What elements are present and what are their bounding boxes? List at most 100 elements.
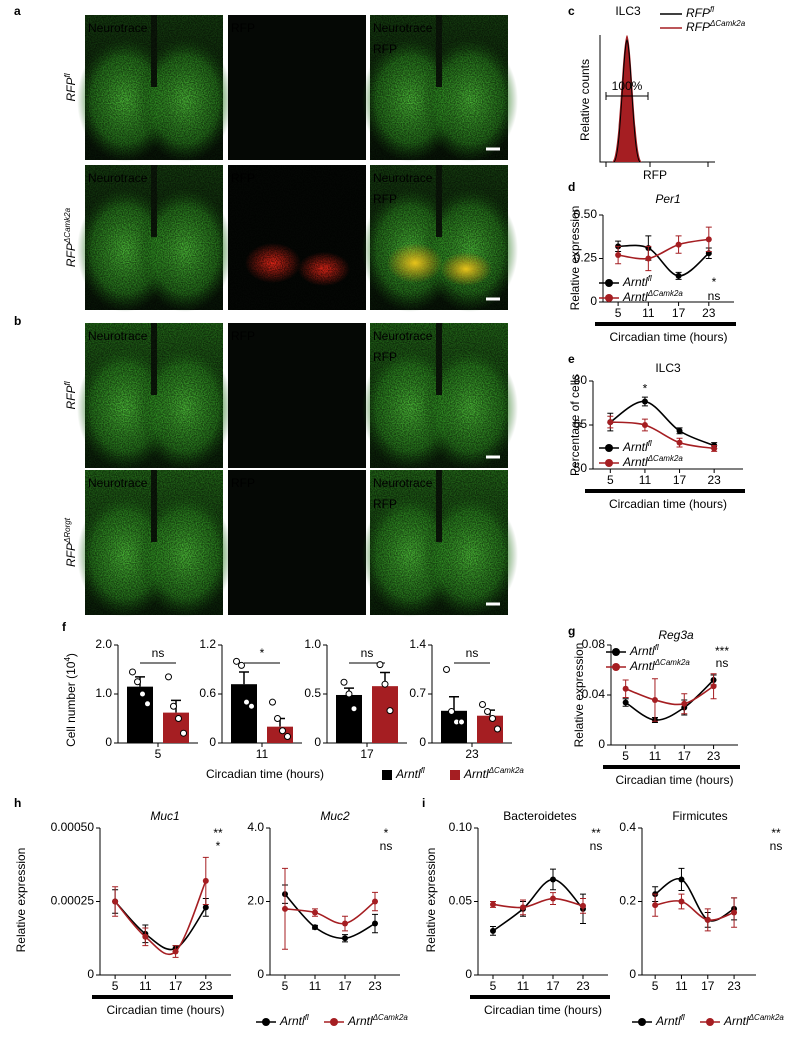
- fit-curve: [284, 900, 376, 925]
- significance: **: [771, 826, 781, 840]
- legend-label: RFPfl: [686, 5, 714, 21]
- genotype-label: RFPfl: [63, 381, 79, 409]
- legend-label-part: fl: [648, 274, 652, 283]
- genotype-label-part: fl: [63, 381, 72, 385]
- legend-label-part: Arntl: [723, 1014, 749, 1028]
- fit-curve: [617, 238, 709, 260]
- fit-curve: [610, 421, 715, 450]
- legend-swatch: [382, 770, 392, 780]
- legend-marker: [262, 1018, 270, 1026]
- legend-label-part: ΔCamk2a: [709, 19, 746, 28]
- channel-label: Neurotrace: [88, 329, 148, 343]
- channel-label: Neurotrace: [373, 476, 433, 490]
- data-point: [651, 697, 658, 703]
- y-tick-label: 0.50: [574, 207, 598, 221]
- rfp-signal: [440, 252, 492, 286]
- replicate-point: [233, 657, 240, 665]
- channel-label: Neurotrace: [88, 21, 148, 35]
- replicate-point: [376, 661, 384, 669]
- y-tick-label: 0: [257, 967, 264, 981]
- genotype-label-part: ΔCamk2a: [63, 207, 72, 244]
- y-axis-label: Relative expression: [568, 206, 582, 311]
- legend-label-part: ΔCamk2a: [647, 454, 684, 463]
- y-tick-label: 65: [574, 417, 588, 431]
- x-tick-label: 23: [576, 979, 590, 993]
- x-tick-label: 11: [309, 979, 322, 993]
- legend-label-part: ΔCamk2a: [488, 766, 525, 775]
- texture: [85, 15, 223, 160]
- channel-label: Neurotrace: [373, 171, 433, 185]
- y-tick-label: 0.08: [582, 637, 606, 651]
- x-tick-label: 5: [112, 979, 119, 993]
- y-axis-label: Relative expression: [14, 848, 28, 953]
- x-tick-label: 11: [139, 979, 152, 993]
- significance: ns: [361, 646, 374, 660]
- fit-curve: [625, 679, 715, 721]
- significance: ns: [466, 646, 479, 660]
- significance: ns: [380, 839, 393, 853]
- y-tick-label: 0.2: [619, 894, 636, 908]
- x-tick-label: 23: [707, 749, 721, 763]
- x-tick-label: 23: [702, 306, 716, 320]
- chart-title: ILC3: [655, 361, 681, 375]
- y-tick-label: 1.2: [199, 637, 216, 651]
- legend-label: ArntlΔCamk2a: [463, 766, 524, 782]
- channel-label: RFP: [373, 42, 397, 56]
- channel-label: Neurotrace: [88, 171, 148, 185]
- x-tick-label: 5: [607, 473, 614, 487]
- legend-label-part: fl: [681, 1013, 685, 1022]
- replicate-point: [248, 702, 255, 710]
- y-tick-label: 0: [590, 294, 597, 308]
- y-tick-label: 0: [629, 967, 636, 981]
- legend-label: Arntlfl: [629, 643, 659, 659]
- data-point: [142, 933, 149, 940]
- x-tick-label: 5: [155, 747, 162, 761]
- replicate-point: [129, 668, 136, 676]
- rfp-signal: [387, 243, 443, 283]
- x-axis-label: RFP: [643, 168, 667, 182]
- replicate-point: [489, 715, 496, 722]
- legend-label: ArntlΔCamk2a: [622, 454, 683, 470]
- data-point: [705, 236, 712, 243]
- legend-label-part: ΔCamk2a: [647, 289, 684, 298]
- replicate-point: [139, 690, 146, 698]
- y-tick-label: 1.0: [95, 686, 112, 700]
- data-point: [372, 920, 378, 927]
- data-point: [615, 252, 622, 259]
- y-axis-label: Cell number (104): [63, 653, 79, 747]
- replicate-point: [274, 715, 281, 722]
- genotype-label-part: RFP: [64, 78, 78, 102]
- replicate-point: [443, 666, 450, 673]
- error-bar: [449, 696, 459, 711]
- y-tick-label: 2.0: [95, 637, 112, 651]
- y-tick-label: 0.00050: [51, 820, 95, 834]
- data-point: [607, 419, 614, 426]
- data-point: [580, 902, 586, 909]
- data-point: [490, 927, 496, 934]
- significance: ns: [716, 656, 729, 670]
- x-axis-label: Circadian time (hours): [106, 1003, 224, 1017]
- data-point: [490, 901, 496, 908]
- genotype-label-part: ΔRorgt: [63, 517, 72, 544]
- x-tick-label: 17: [360, 747, 374, 761]
- annotation: *: [643, 381, 648, 395]
- x-tick-label: 17: [546, 979, 560, 993]
- significance: **: [591, 826, 601, 840]
- y-tick-label: 1.4: [409, 637, 426, 651]
- legend-marker: [612, 648, 620, 656]
- texture: [370, 323, 508, 468]
- replicate-point: [345, 690, 353, 698]
- fit-curve: [625, 685, 715, 706]
- legend-label-part: Arntl: [622, 440, 648, 454]
- chart-title: Bacteroidetes: [503, 809, 576, 823]
- y-axis-label-part: 4: [63, 657, 72, 662]
- panel-letter: h: [14, 796, 21, 810]
- fit-curve: [114, 880, 207, 956]
- x-tick-label: 5: [490, 979, 497, 993]
- flow-gate: [605, 92, 649, 100]
- x-tick-label: 11: [642, 306, 655, 320]
- genotype-label-part: RFP: [64, 243, 78, 267]
- legend-marker: [605, 459, 613, 467]
- fit-curve: [284, 893, 376, 940]
- data-point: [550, 895, 556, 902]
